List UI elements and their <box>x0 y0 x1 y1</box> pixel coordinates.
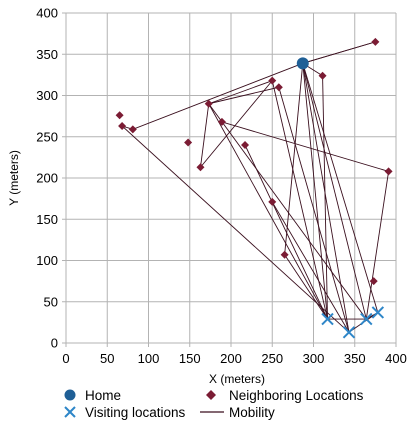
neighbor-point <box>184 138 193 147</box>
legend-home-label: Home <box>85 388 121 403</box>
mobility-lines <box>121 41 390 333</box>
visiting-point <box>360 312 373 326</box>
neighbor-point <box>217 117 226 126</box>
legend-mobility-label: Mobility <box>229 405 275 420</box>
axis-layer <box>62 12 397 347</box>
mobility-segment <box>284 254 328 320</box>
x-tick-label: 100 <box>138 351 160 366</box>
mobility-segment <box>208 86 279 105</box>
x-tick-label: 150 <box>179 351 201 366</box>
mobility-segment <box>302 63 379 313</box>
y-tick-label: 350 <box>36 47 58 62</box>
neighbor-point <box>318 71 327 80</box>
y-tick-label: 200 <box>36 171 58 186</box>
mobility-segment <box>278 87 350 333</box>
legend-visiting-label: Visiting locations <box>85 405 186 420</box>
mobility-segment <box>200 103 210 168</box>
legend-visiting-marker <box>64 406 76 418</box>
y-tick-label: 300 <box>36 88 58 103</box>
x-tick-label: 200 <box>220 351 242 366</box>
y-axis-title: Y (meters) <box>7 150 21 206</box>
visiting-point <box>371 306 385 319</box>
neighbor-point <box>280 250 289 259</box>
y-tick-label: 100 <box>36 253 58 268</box>
marker-layer <box>115 37 393 339</box>
y-tick-label: 400 <box>36 6 58 21</box>
mobility-segment <box>208 103 367 320</box>
legend-neighbor-label: Neighboring Locations <box>229 388 364 403</box>
y-tick-label: 50 <box>44 294 58 309</box>
neighbor-point <box>268 76 277 85</box>
home-point <box>296 57 309 70</box>
mobility-segment <box>121 125 350 333</box>
tick-labels: 0 50 100 150 200 250 300 350 400 0 50 100 150 200 250 3… <box>36 6 407 367</box>
neighbor-point <box>369 277 378 286</box>
neighbor-point <box>115 111 124 120</box>
mobility-segment <box>221 121 389 172</box>
neighbor-point <box>196 163 205 172</box>
mobility-segment <box>271 201 350 333</box>
mobility-segment <box>244 144 328 320</box>
visiting-stroke <box>371 306 385 319</box>
neighbor-point <box>384 167 393 176</box>
mobility-segment <box>132 62 303 130</box>
neighbor-point <box>274 83 283 92</box>
neighbor-point <box>371 37 380 46</box>
neighbor-point <box>241 141 250 149</box>
neighbor-point <box>204 99 213 108</box>
neighbor-point <box>128 125 137 134</box>
mobility-segment <box>284 63 304 255</box>
x-tick-label: 400 <box>385 351 407 366</box>
mobility-segment <box>302 63 328 320</box>
mobility-segment <box>365 171 390 320</box>
visiting-stroke <box>321 312 334 326</box>
mobility-segment <box>302 41 376 64</box>
x-tick-label: 0 <box>62 351 69 366</box>
neighbor-point <box>118 122 127 131</box>
visiting-stroke <box>360 312 373 326</box>
mobility-segment <box>200 80 273 168</box>
mobility-segment <box>302 63 367 320</box>
neighbor-point <box>268 197 277 206</box>
y-tick-label: 0 <box>51 336 58 351</box>
mobility-segment <box>302 63 350 333</box>
x-tick-label: 300 <box>303 351 325 366</box>
legend-neighbor-marker <box>206 390 216 400</box>
mobility-segment <box>208 103 328 320</box>
visiting-point <box>342 326 356 339</box>
mobility-segment <box>208 80 273 105</box>
x-tick-label: 350 <box>344 351 366 366</box>
x-tick-label: 50 <box>100 351 114 366</box>
y-tick-label: 150 <box>36 212 58 227</box>
x-tick-label: 250 <box>261 351 283 366</box>
y-tick-label: 250 <box>36 129 58 144</box>
visiting-stroke <box>342 326 356 339</box>
legend-home-marker <box>64 389 76 401</box>
mobility-segment <box>322 75 328 320</box>
visiting-point <box>321 312 334 326</box>
x-axis-title: X (meters) <box>209 372 265 386</box>
grid-layer <box>65 12 397 344</box>
legend: Home Neighboring Locations Visiting loca… <box>64 388 364 420</box>
